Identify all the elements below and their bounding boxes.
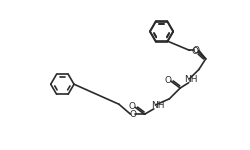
Text: NH: NH [150,101,164,110]
Text: O: O [128,102,135,111]
Text: O: O [164,76,170,85]
Text: O: O [191,47,198,56]
Text: O: O [129,110,136,119]
Text: NH: NH [184,75,197,84]
Text: O: O [192,46,199,55]
